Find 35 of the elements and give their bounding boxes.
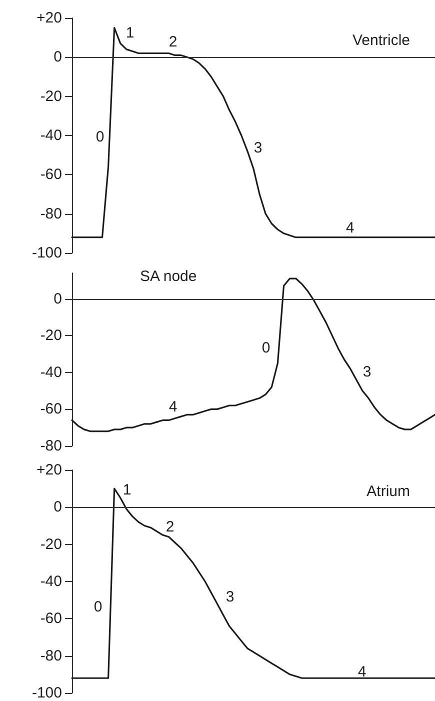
annotation: 1 [122,482,132,498]
annotation: 3 [226,588,234,606]
annotation: 0 [96,128,104,146]
annotation: 2 [166,518,174,536]
y-tick-label: -100 [32,684,62,701]
annotation: 0 [94,598,102,616]
y-tick-label: -80 [40,438,62,454]
annotation: 2 [168,34,178,50]
y-tick-label: -40 [40,127,62,144]
y-tick-label: -80 [40,647,62,664]
annotation: 3 [254,140,262,156]
y-tick-label: -40 [40,573,62,590]
y-tick-label: -60 [40,400,62,418]
annotation: 4 [358,664,366,680]
text: Atrium [366,483,410,500]
annotation: 4 [346,220,354,236]
y-tick-label: +20 [36,462,62,478]
annotation: 4 [168,398,178,416]
y-tick-label: -80 [40,205,62,222]
y-tick-label: 0 [54,498,62,516]
y-tick-label: -20 [40,536,62,553]
text: Ventricle [352,32,410,49]
annotation: 0 [262,340,270,356]
chart-title: SA node [140,268,197,285]
y-tick-label: -60 [40,610,62,628]
y-tick-label: +20 [36,10,62,26]
y-tick-label: 0 [54,48,62,66]
y-tick-label: 0 [54,290,62,308]
annotation: 1 [126,24,134,42]
y-tick-label: -20 [40,88,62,105]
y-tick-label: -100 [32,244,62,262]
y-tick-label: -40 [40,364,62,381]
y-tick-label: -60 [40,166,62,184]
annotation: 3 [362,364,372,380]
y-tick-label: -20 [40,327,62,344]
